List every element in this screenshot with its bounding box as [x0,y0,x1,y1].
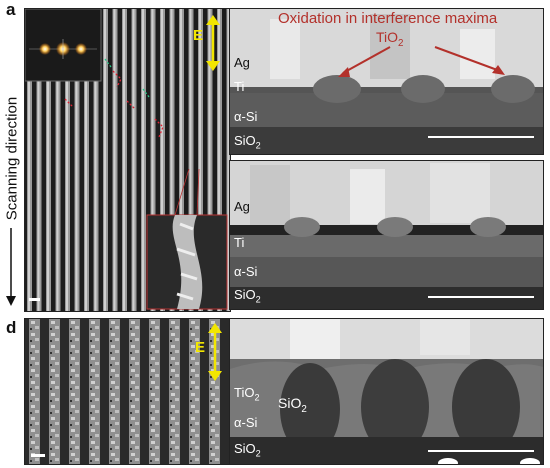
tio2-label-b: TiO2 [376,29,404,49]
layer-ag-b: Ag [234,55,250,70]
layer-asi-e: α-Si [234,415,258,430]
sem-image-d: E [24,318,231,465]
sem-image-e: TiO2 SiO2 α-Si SiO2 [229,318,544,465]
sem-image-b: Oxidation in interference maxima TiO2 Ag… [229,8,544,155]
efield-arrow-d [208,323,222,381]
oxidation-annotation: Oxidation in interference maxima [278,10,498,27]
layer-ag-c: Ag [234,199,250,214]
layer-ti-b: Ti [234,79,245,94]
layer-sio2-inner-e: SiO2 [278,395,307,415]
scan-direction-arrow [6,228,16,306]
layer-sio2-c: SiO2 [234,287,261,305]
layer-asi-b: α-Si [234,109,258,124]
layer-asi-c: α-Si [234,264,258,279]
layer-ti-c: Ti [234,235,245,250]
layer-sio2-e: SiO2 [234,441,261,459]
efield-label-a: E [193,27,204,44]
efield-arrow-a [206,15,220,71]
panel-label-d: d [6,318,17,337]
sem-image-a: E [24,8,231,312]
sem-image-c: Ag Ti α-Si SiO2 [229,160,544,310]
layer-sio2-b: SiO2 [234,133,261,151]
efield-label-d: E [195,339,206,356]
layer-tio2-e: TiO2 [234,385,260,403]
panel-label-a: a [6,0,16,19]
